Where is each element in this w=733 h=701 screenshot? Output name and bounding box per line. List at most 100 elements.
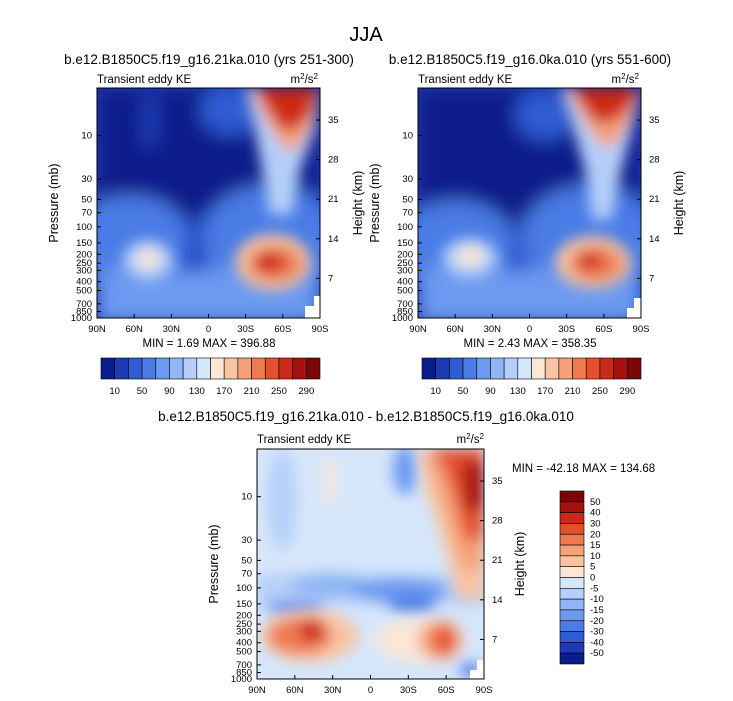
panel-a-colorbar-swatch bbox=[128, 357, 143, 380]
panel-c-x-tick-label: 90S bbox=[476, 685, 493, 696]
panel-a-y-tick-label: 10 bbox=[81, 131, 92, 142]
panel-c-colorbar-label: -30 bbox=[590, 627, 604, 638]
panel-a-colorbar-swatch bbox=[210, 357, 225, 380]
panel-b-y-tick-label: 250 bbox=[397, 258, 413, 269]
panel-a-colorbar-label: 50 bbox=[137, 386, 148, 397]
panel-a-colorbar-label: 10 bbox=[109, 386, 120, 397]
panel-b-y-tick-label: 30 bbox=[402, 174, 413, 185]
panel-b-ylabel: Pressure (mb) bbox=[368, 163, 382, 242]
panel-c-y-tick-label: 10 bbox=[241, 492, 252, 503]
panel-a-height-tick-label: 14 bbox=[328, 234, 339, 245]
panel-c-y-tick-label: 70 bbox=[241, 569, 252, 580]
panel-c-colorbar-label: -10 bbox=[590, 594, 604, 605]
panel-a-y-tick-label: 250 bbox=[76, 258, 92, 269]
panel-b-colorbar-label: 90 bbox=[485, 386, 496, 397]
panel-b-x-tick-label: 60S bbox=[595, 324, 612, 335]
panel-c-height-tick-label: 28 bbox=[492, 516, 503, 527]
panel-a-y-tick-label: 400 bbox=[76, 277, 92, 288]
panel-b-colorbar-swatch bbox=[517, 357, 532, 380]
panel-b-colorbar-swatch bbox=[544, 357, 560, 380]
panel-c-colorbar-swatch bbox=[559, 533, 585, 546]
panel-a-units-label: m2/s2 bbox=[291, 72, 319, 87]
panel-b-y-tick-label: 200 bbox=[397, 249, 413, 260]
panel-a-colorbar: 10 50 90 130 170 210 250 290 bbox=[100, 357, 321, 397]
panel-b-colorbar-swatch bbox=[572, 357, 587, 380]
panel-c-title: b.e12.B1850C5.f19_g16.21ka.010 - b.e12.B… bbox=[158, 409, 574, 424]
panel-b-colorbar-swatch bbox=[462, 357, 478, 380]
panel-c-y-tick-label: 1000 bbox=[231, 674, 252, 685]
panel-c-colorbar-swatch bbox=[559, 523, 585, 535]
panel-c-units-label: m2/s2 bbox=[457, 432, 485, 447]
panel-a-x-tick-label: 60S bbox=[274, 324, 291, 335]
figure-title: JJA bbox=[349, 24, 383, 46]
panel-a-colorbar-label: 210 bbox=[244, 386, 260, 397]
panel-b-colorbar-swatch bbox=[585, 357, 601, 380]
panel-b-colorbar-swatch bbox=[435, 357, 450, 380]
panel-c-colorbar-swatch bbox=[559, 609, 585, 622]
panel-a-colorbar-swatch bbox=[196, 357, 211, 380]
panel-c-y-tick-label: 500 bbox=[236, 647, 252, 658]
panel-a-height-tick-label: 7 bbox=[328, 273, 333, 284]
panel-c-y-tick-label: 30 bbox=[241, 535, 252, 546]
panel-b-colorbar-swatch bbox=[558, 357, 573, 380]
panel-b-x-tick-label: 60N bbox=[446, 324, 464, 335]
panel-b-y-tick-label: 850 bbox=[397, 307, 413, 318]
panel-c-colorbar-label: 40 bbox=[590, 508, 601, 519]
panel-c-x-tick-label: 90N bbox=[248, 685, 266, 696]
panel-c-colorbar-swatch bbox=[559, 512, 585, 524]
panel-b-colorbar-swatch bbox=[476, 357, 491, 380]
panel-a-colorbar-swatch bbox=[100, 357, 115, 380]
panel-a-colorbar-swatch bbox=[292, 357, 307, 380]
panel-a-y-tick-label: 850 bbox=[76, 307, 92, 318]
panel-c-x-tick-label: 60S bbox=[438, 685, 455, 696]
panel-c-colorbar-swatch bbox=[559, 652, 585, 665]
panel-a-colorbar-swatch bbox=[182, 357, 198, 380]
panel-a-title: b.e12.B1850C5.f19_g16.21ka.010 (yrs 251-… bbox=[64, 52, 354, 67]
panel-b-x-tick-label: 30N bbox=[484, 324, 502, 335]
panel-c-height-tick-label: 21 bbox=[492, 555, 503, 566]
panel-b-y-tick-label: 50 bbox=[402, 194, 413, 205]
panel-a-x-tick-label: 90S bbox=[312, 324, 329, 335]
panel-a-y-tick-label: 150 bbox=[76, 238, 92, 249]
panel-a-y-tick-label: 50 bbox=[81, 194, 92, 205]
panel-a-colorbar-label: 290 bbox=[298, 386, 314, 397]
panel-a-min-max: MIN = 1.69 MAX = 396.88 bbox=[143, 338, 276, 350]
panel-c-ticks: 90N 60N 30N 0 30S 60S 90S103050701001502002503… bbox=[231, 476, 503, 696]
panel-c-min-max: MIN = -42.18 MAX = 134.68 bbox=[512, 463, 655, 475]
panel-b-y-tick-label: 70 bbox=[402, 208, 413, 219]
panel-b-field bbox=[418, 88, 641, 318]
panel-b-colorbar-swatch bbox=[599, 357, 614, 380]
panel-c-colorbar-label: -40 bbox=[590, 637, 604, 648]
panel-a-colorbar-label: 130 bbox=[189, 386, 205, 397]
panel-c-colorbar-swatch bbox=[559, 620, 585, 632]
panel-b-y-tick-label: 10 bbox=[402, 131, 413, 142]
panel-a-colorbar-swatch bbox=[251, 357, 266, 380]
panel-a-variable-label: Transient eddy KE bbox=[97, 74, 192, 86]
panel-b-ylabel-right: Height (km) bbox=[672, 171, 686, 236]
panel-c-y-tick-label: 100 bbox=[236, 583, 252, 594]
panel-c-x-tick-label: 0 bbox=[368, 685, 373, 696]
panel-a-y-tick-label: 300 bbox=[76, 265, 92, 276]
panel-a-colorbar-label: 250 bbox=[271, 386, 287, 397]
panel-c-colorbar-swatch bbox=[559, 588, 585, 600]
panel-b-colorbar-swatch bbox=[531, 357, 546, 380]
panel-c-colorbar-swatch bbox=[559, 490, 585, 503]
panel-b-colorbar-label: 10 bbox=[430, 386, 441, 397]
panel-b-y-tick-label: 150 bbox=[397, 238, 413, 249]
panel-a-colorbar-label: 90 bbox=[164, 386, 175, 397]
panel-c: b.e12.B1850C5.f19_g16.21ka.010 - b.e12.B… bbox=[158, 409, 655, 696]
panel-b-colorbar-label: 210 bbox=[565, 386, 581, 397]
panel-a-y-tick-label: 200 bbox=[76, 249, 92, 260]
panel-c-colorbar-swatch bbox=[559, 555, 585, 567]
panel-c-y-tick-label: 50 bbox=[241, 555, 252, 566]
panel-b-min-max: MIN = 2.43 MAX = 358.35 bbox=[464, 338, 597, 350]
panel-a-x-tick-label: 0 bbox=[206, 324, 211, 335]
panel-a: b.e12.B1850C5.f19_g16.21ka.010 (yrs 251-… bbox=[47, 52, 365, 350]
panel-b-colorbar-label: 50 bbox=[458, 386, 469, 397]
panel-c-variable-label: Transient eddy KE bbox=[257, 434, 352, 446]
panel-c-height-tick-label: 35 bbox=[492, 476, 503, 487]
panel-a-colorbar-label: 170 bbox=[216, 386, 232, 397]
panel-c-colorbar-label: 30 bbox=[590, 518, 601, 529]
panel-a-y-tick-label: 700 bbox=[76, 299, 92, 310]
panel-c-colorbar-label: 0 bbox=[590, 573, 595, 584]
